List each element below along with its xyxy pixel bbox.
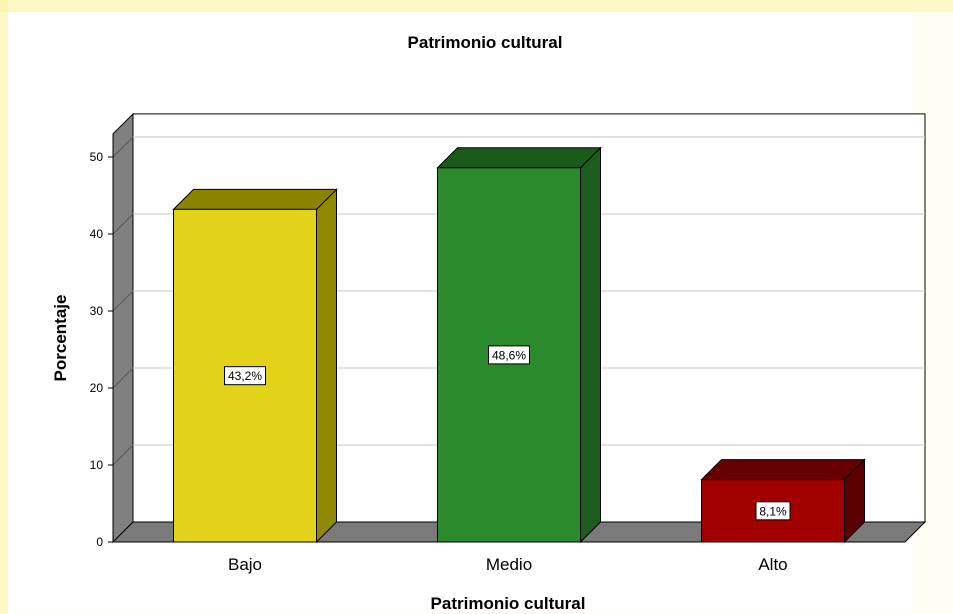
y-tick-label: 50 — [90, 150, 104, 164]
y-tick-label: 10 — [90, 458, 104, 472]
data-label: 43,2% — [228, 369, 262, 383]
gridline-side — [112, 444, 134, 466]
plot-area: 0 10 20 30 40 50 43,2% Bajo 48,6% Medio 8,1% Alto — [90, 112, 927, 574]
gridline-side — [112, 213, 134, 235]
gridline-side — [112, 367, 134, 389]
x-axis-label: Patrimonio cultural — [431, 594, 586, 613]
data-label: 8,1% — [759, 504, 787, 518]
data-label-box — [224, 366, 266, 386]
data-label-box — [755, 501, 791, 521]
x-tick-label: Alto — [758, 555, 787, 574]
background-watermark-left — [0, 0, 8, 614]
gridline-side — [112, 136, 134, 158]
background-watermark — [0, 0, 953, 12]
chart-title: Patrimonio cultural — [408, 33, 563, 52]
x-tick-label: Bajo — [228, 555, 262, 574]
y-tick-label: 40 — [90, 227, 104, 241]
bar-top — [172, 188, 338, 210]
bar-side — [580, 146, 601, 544]
y-tick-label: 20 — [90, 381, 104, 395]
bar-side — [316, 188, 337, 544]
y-tick-label: 30 — [90, 304, 104, 318]
y-axis-label: Porcentaje — [51, 295, 70, 382]
y-tick-label: 0 — [96, 535, 103, 549]
bar-top — [700, 459, 866, 481]
bar-top — [436, 147, 602, 169]
data-label-box — [488, 345, 530, 365]
gridline-side — [112, 290, 134, 312]
data-label: 48,6% — [492, 348, 526, 362]
x-tick-label: Medio — [486, 555, 532, 574]
side-wall — [112, 112, 134, 544]
